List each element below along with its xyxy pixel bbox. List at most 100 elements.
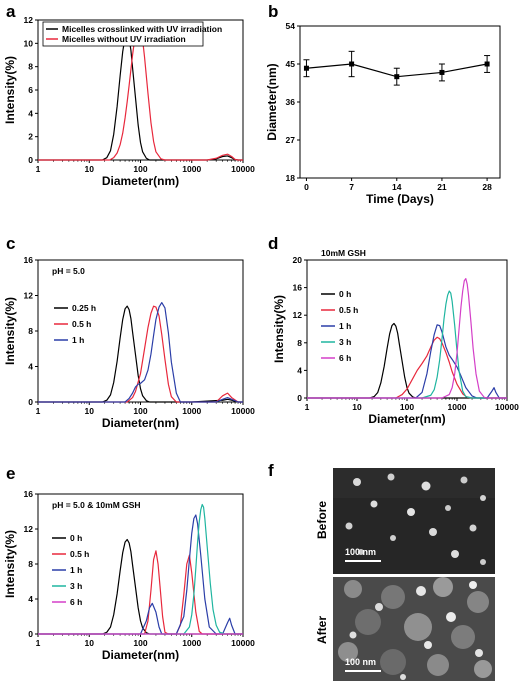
tem-before-scale-bar	[345, 560, 381, 562]
panel-b-data-point	[303, 65, 309, 71]
panel-a-ytick-label: 10	[24, 38, 34, 48]
panel-f-label: f	[268, 461, 274, 480]
panel-b-xlabel: Time (Days)	[366, 192, 434, 206]
panel-c-legend-label: 1 h	[72, 335, 84, 345]
panel-c-xtick-label: 100	[133, 406, 147, 416]
panel-a-xtick-label: 1000	[182, 164, 201, 174]
panel-e-ytick-label: 12	[24, 524, 34, 534]
panel-e-legend-label: 0 h	[70, 533, 82, 543]
tem-after-label: After	[315, 616, 329, 644]
panel-b-data-point	[394, 74, 400, 80]
panel-c-legend-label: 0.25 h	[72, 303, 96, 313]
panel-e-xtick-label: 10000	[231, 638, 255, 648]
panel-c-series-3-line	[38, 302, 243, 403]
panel-a-label: a	[6, 2, 16, 21]
panel-d-ytick-label: 4	[297, 365, 302, 375]
panel-e-frame	[37, 493, 244, 635]
panel-b-ytick-label: 18	[286, 173, 296, 183]
panel-a-ytick-label: 4	[28, 108, 33, 118]
panel-a-ytick-label: 6	[28, 85, 33, 95]
panel-c-title: pH = 5.0	[52, 266, 85, 276]
tem-before-label: Before	[315, 501, 329, 539]
panel-d-ylabel: Intensity(%)	[272, 295, 286, 363]
panel-e-legend-label: 3 h	[70, 581, 82, 591]
panel-a-ytick-label: 0	[28, 155, 33, 165]
panel-e-series-3-line	[38, 514, 243, 635]
panel-b-ytick-label: 36	[286, 97, 296, 107]
tem-after-image: 100 nm	[333, 577, 495, 681]
panel-e-legend-label: 0.5 h	[70, 549, 89, 559]
panel-e-xtick-label: 1	[36, 638, 41, 648]
panel-a-xtick-label: 10000	[231, 164, 255, 174]
panel-d-ytick-label: 20	[293, 255, 303, 265]
panel-c-series-2-line	[38, 305, 243, 403]
panel-b-data-point	[439, 69, 445, 75]
panel-e-ytick-label: 4	[28, 594, 33, 604]
panel-c-ytick-label: 12	[24, 291, 34, 301]
panel-a-legend-label: Micelles without UV irradiation	[62, 34, 186, 44]
panel-c-xtick-label: 1	[36, 406, 41, 416]
panel-d-xtick-label: 1	[305, 402, 310, 412]
panel-d-ytick-label: 0	[297, 393, 302, 403]
panel-a-ylabel: Intensity(%)	[3, 56, 17, 124]
panel-e-xtick-label: 1000	[182, 638, 201, 648]
panel-c-xtick-label: 1000	[182, 406, 201, 416]
panel-d-series-3-line	[307, 324, 507, 399]
panel-e-xtick-label: 100	[133, 638, 147, 648]
panel-d-series-2-line	[307, 336, 507, 399]
panel-e-series-1-line	[38, 538, 243, 635]
panel-d-series-1-line	[307, 322, 507, 399]
tem-after-texture	[333, 577, 495, 681]
panel-c-frame	[37, 259, 244, 403]
panel-b-ytick-label: 54	[286, 21, 296, 31]
panel-a-legend-box	[42, 21, 204, 47]
panel-d-legend-label: 6 h	[339, 353, 351, 363]
panel-a-series-2-line	[38, 24, 243, 161]
panel-e-xlabel: Diameter(nm)	[102, 648, 179, 662]
panel-c-ytick-label: 0	[28, 397, 33, 407]
panel-a-xtick-label: 10	[85, 164, 95, 174]
panel-c-xtick-label: 10000	[231, 406, 255, 416]
panel-e-title: pH = 5.0 & 10mM GSH	[52, 500, 141, 510]
panel-b-xtick-label: 7	[349, 182, 354, 192]
panel-d-legend-label: 0.5 h	[339, 305, 358, 315]
panel-a-xlabel: Diameter(nm)	[102, 174, 179, 188]
panel-e-ytick-label: 8	[28, 559, 33, 569]
tem-after-scale-label: 100 nm	[345, 657, 377, 667]
panel-a-ytick-label: 12	[24, 15, 34, 25]
panel-c-label: c	[6, 234, 15, 253]
panel-d-legend-label: 3 h	[339, 337, 351, 347]
panel-b-xtick-label: 14	[392, 182, 402, 192]
panel-b-ylabel: Diameter(nm)	[265, 63, 279, 140]
panel-d-ytick-label: 8	[297, 338, 302, 348]
panel-b-ytick-label: 27	[286, 135, 296, 145]
panel-d-series-4-line	[307, 290, 507, 399]
tem-before-image: 100 nm	[333, 468, 495, 574]
panel-b-xtick-label: 21	[437, 182, 447, 192]
panel-c-xtick-label: 10	[85, 406, 95, 416]
panel-d-label: d	[268, 234, 278, 253]
panel-d-xtick-label: 10	[352, 402, 362, 412]
panel-e-ytick-label: 16	[24, 489, 34, 499]
panel-b-ytick-label: 45	[286, 59, 296, 69]
panel-a-legend-label: Micelles crosslinked with UV irradiation	[62, 24, 222, 34]
panel-d-ytick-label: 16	[293, 283, 303, 293]
panel-b-xtick-label: 28	[482, 182, 492, 192]
panel-b-label: b	[268, 2, 278, 21]
panel-c-ytick-label: 4	[28, 362, 33, 372]
panel-a-xtick-label: 1	[36, 164, 41, 174]
tem-before-texture	[333, 468, 495, 574]
panel-e-xtick-label: 10	[85, 638, 95, 648]
panel-d-xtick-label: 1000	[448, 402, 467, 412]
panel-d-legend-label: 1 h	[339, 321, 351, 331]
panel-a-ytick-label: 8	[28, 62, 33, 72]
panel-d-xtick-label: 100	[400, 402, 414, 412]
panel-c-ytick-label: 16	[24, 255, 34, 265]
panel-e-label: e	[6, 464, 15, 483]
panel-a-xtick-label: 100	[133, 164, 147, 174]
panel-e-ylabel: Intensity(%)	[3, 530, 17, 598]
panel-e-legend-label: 1 h	[70, 565, 82, 575]
panel-d-title: 10mM GSH	[321, 248, 366, 258]
panel-c-ylabel: Intensity(%)	[3, 297, 17, 365]
